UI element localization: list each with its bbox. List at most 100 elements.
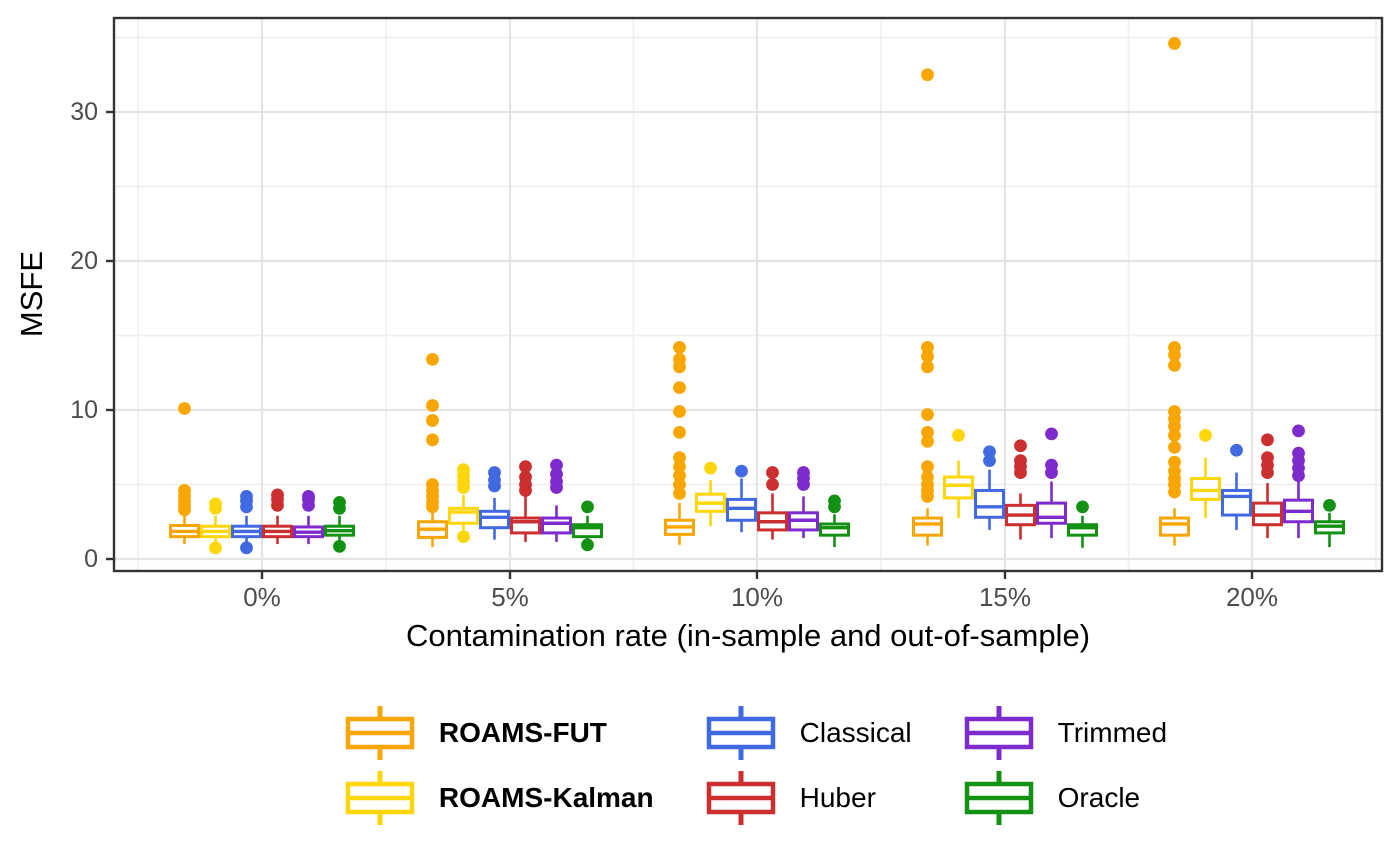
outlier-dot bbox=[673, 487, 686, 500]
boxplot-ROAMS-FUT bbox=[912, 68, 943, 546]
box bbox=[912, 516, 943, 537]
boxplot-Classical bbox=[726, 464, 757, 533]
outlier-dot bbox=[766, 478, 779, 491]
outlier-dot bbox=[426, 352, 439, 366]
box-group-10% bbox=[664, 341, 850, 548]
boxplot-Huber bbox=[1005, 439, 1036, 540]
box-group-5% bbox=[417, 352, 603, 552]
boxplot-chart: 0 10 20 30 0% 5% 10% 15% 20% MSFE Contamination … bbox=[14, 16, 1384, 653]
boxplot-Oracle bbox=[1067, 500, 1098, 548]
x-tick-label: 15% bbox=[979, 582, 1031, 612]
legend-column-3: Trimmed Oracle bbox=[964, 706, 1167, 825]
outlier-dot bbox=[921, 349, 934, 363]
outlier-dot bbox=[581, 500, 594, 514]
outlier-dot bbox=[1045, 458, 1058, 472]
outlier-dot bbox=[550, 458, 563, 472]
box bbox=[943, 475, 974, 500]
x-axis-title: Contamination rate (in-sample and out-of… bbox=[406, 618, 1090, 653]
outlier-dot bbox=[426, 399, 439, 412]
outlier-dot bbox=[550, 467, 563, 481]
boxplot-key-icon bbox=[964, 706, 1033, 760]
outlier-dot bbox=[1168, 464, 1181, 478]
boxplot-Trimmed bbox=[293, 490, 324, 545]
boxplot-key-icon bbox=[345, 706, 415, 760]
box-group-15% bbox=[912, 68, 1098, 548]
legend-entry-roams-kalman: ROAMS-Kalman bbox=[345, 771, 654, 825]
boxplot-Oracle bbox=[324, 495, 355, 553]
outlier-dot bbox=[302, 490, 315, 503]
boxplot-ROAMS-FUT bbox=[664, 341, 695, 545]
outlier-dot bbox=[766, 466, 779, 479]
boxplot-Oracle bbox=[572, 500, 603, 552]
x-tick-label: 5% bbox=[491, 582, 529, 612]
outlier-dot bbox=[426, 433, 439, 447]
outlier-dot bbox=[921, 68, 934, 82]
boxplot-Huber bbox=[757, 466, 788, 540]
x-tick-label: 10% bbox=[731, 582, 783, 612]
boxplot-ROAMS-Kalman bbox=[695, 461, 726, 527]
boxplot-key-icon bbox=[964, 771, 1033, 825]
outlier-dot bbox=[1292, 424, 1305, 438]
outlier-dot bbox=[240, 490, 253, 503]
boxplot-Trimmed bbox=[788, 466, 819, 539]
outlier-dot bbox=[271, 488, 284, 502]
box bbox=[1036, 501, 1067, 525]
legend-column-1: ROAMS-FUT ROAMS-Kalman bbox=[345, 706, 654, 825]
outlier-dot bbox=[921, 341, 934, 354]
box bbox=[1221, 488, 1252, 517]
x-tick-label: 20% bbox=[1226, 582, 1278, 612]
boxplot-Classical bbox=[1221, 443, 1252, 530]
outlier-dot bbox=[178, 484, 191, 497]
legend-label: ROAMS-FUT bbox=[438, 717, 607, 748]
outlier-dot bbox=[426, 414, 439, 427]
outlier-dot bbox=[921, 460, 934, 474]
outlier-dot bbox=[519, 460, 532, 474]
x-tick-label: 0% bbox=[243, 582, 281, 612]
boxplot-key-icon bbox=[345, 771, 415, 825]
outlier-dot bbox=[797, 466, 810, 479]
legend-entry-classical: Classical bbox=[706, 706, 912, 760]
boxplot-key-icon bbox=[706, 706, 775, 760]
legend: ROAMS-FUT ROAMS-Kalman bbox=[56, 706, 1400, 825]
outlier-dot bbox=[1076, 500, 1089, 514]
outlier-dot bbox=[333, 495, 346, 509]
outlier-dot bbox=[735, 464, 748, 478]
box bbox=[1067, 523, 1098, 537]
legend-entry-roams-fut: ROAMS-FUT bbox=[345, 706, 654, 760]
boxplot-Oracle bbox=[819, 494, 850, 548]
outlier-dot bbox=[673, 460, 686, 474]
axis-labels: 0 10 20 30 0% 5% 10% 15% 20% bbox=[70, 98, 1278, 612]
box bbox=[572, 523, 603, 539]
outlier-dot bbox=[1168, 455, 1181, 469]
legend-entry-trimmed: Trimmed bbox=[964, 706, 1167, 760]
outlier-dot bbox=[1168, 428, 1181, 442]
box bbox=[819, 522, 850, 537]
boxplot-Huber bbox=[262, 488, 293, 545]
outlier-dot bbox=[178, 402, 191, 415]
outlier-dot bbox=[673, 381, 686, 395]
box-group-0% bbox=[169, 402, 355, 555]
y-axis-title: MSFE bbox=[14, 251, 49, 337]
boxplot-Classical bbox=[479, 466, 510, 540]
boxplot-Trimmed bbox=[541, 458, 572, 542]
outlier-dot bbox=[1014, 439, 1027, 453]
outlier-dot bbox=[673, 425, 686, 439]
legend-label: ROAMS-Kalman bbox=[438, 782, 654, 813]
boxplot-ROAMS-Kalman bbox=[943, 428, 974, 519]
boxplot-Huber bbox=[1252, 433, 1283, 539]
panel-border bbox=[112, 16, 1384, 573]
outlier-dot bbox=[983, 454, 996, 468]
outlier-dot bbox=[673, 469, 686, 482]
legend-label: Huber bbox=[799, 782, 876, 813]
outlier-dot bbox=[519, 470, 532, 484]
outlier-dot bbox=[673, 352, 686, 366]
outlier-dot bbox=[1261, 451, 1274, 465]
outlier-dot bbox=[333, 539, 346, 553]
boxplot-Huber bbox=[510, 460, 541, 542]
outlier-dot bbox=[1261, 433, 1274, 447]
boxplot-Trimmed bbox=[1036, 427, 1067, 539]
boxplot-ROAMS-FUT bbox=[169, 402, 200, 545]
outlier-dot bbox=[952, 428, 965, 442]
outlier-dot bbox=[1168, 358, 1181, 372]
outlier-dot bbox=[426, 478, 439, 491]
